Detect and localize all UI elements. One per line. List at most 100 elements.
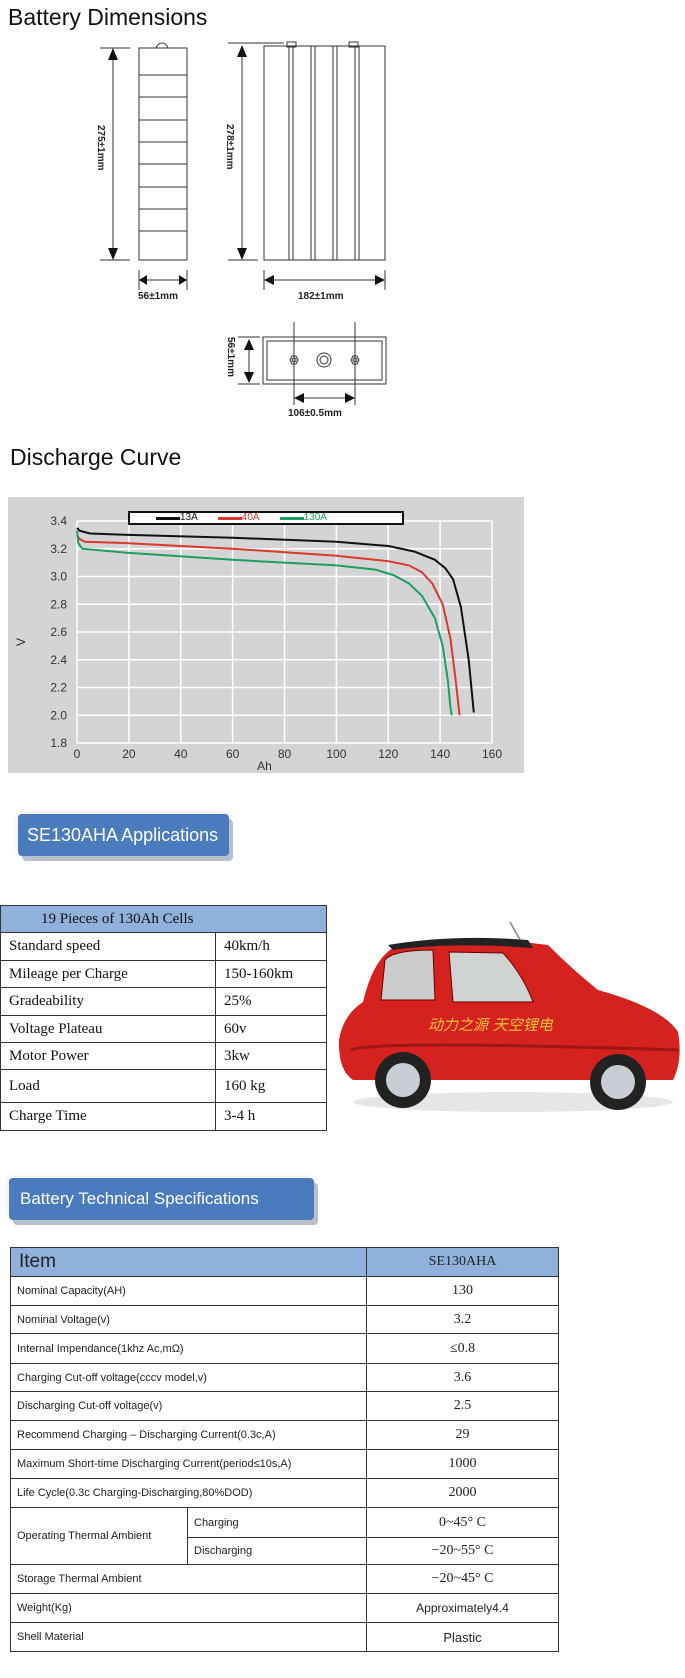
discharge-chart-svg: 0 20 40 60 80 100 120 140 160 1.8 2.0 2.2 2.4 2.6 2.8 3…: [14, 514, 502, 773]
spec-label: Maximum Short-time Discharging Current(p…: [10, 1449, 367, 1479]
x-tick-label: 140: [430, 747, 450, 761]
legend-item: 130A: [279, 512, 327, 523]
app-value: 60v: [215, 1015, 327, 1043]
app-label: Motor Power: [0, 1042, 216, 1070]
applications-table-title: 19 Pieces of 130Ah Cells: [0, 905, 327, 933]
spec-value: 2.5: [366, 1391, 559, 1421]
y-tick-label: 3.4: [50, 514, 67, 528]
app-row: Mileage per Charge 150-160km: [0, 960, 327, 988]
car-decal: 动力之源 天空锂电: [428, 1016, 554, 1034]
header-model: SE130AHA: [366, 1247, 559, 1277]
legend-item: 40A: [217, 512, 260, 523]
spec-row: Recommend Charging – Discharging Current…: [10, 1420, 559, 1450]
side-height-label: 275±1mm: [95, 125, 106, 171]
app-row: Load 160 kg: [0, 1069, 327, 1103]
series-line-40A: [76, 534, 461, 716]
y-tick-label: 2.2: [50, 681, 67, 695]
app-row: Voltage Plateau 60v: [0, 1015, 327, 1043]
app-label: Voltage Plateau: [0, 1015, 216, 1043]
x-tick-label: 0: [74, 747, 81, 761]
app-row: Standard speed 40km/h: [0, 932, 327, 961]
app-label: Charge Time: [0, 1102, 216, 1131]
spec-label: Weight(Kg): [10, 1593, 367, 1623]
series-line-13A: [76, 527, 475, 713]
discharge-chart: 0 20 40 60 80 100 120 140 160 1.8 2.0 2.2 2.4 2.6 2.8 3…: [8, 497, 524, 773]
applications-button[interactable]: SE130AHA Applications: [18, 814, 229, 856]
spec-value: 130: [366, 1276, 559, 1306]
y-tick-label: 1.8: [50, 736, 67, 750]
y-tick-label: 3.0: [50, 570, 67, 584]
legend-swatch: [156, 516, 180, 520]
spec-row: Internal Impendance(1khz Ac,mΩ) ≤0.8: [10, 1333, 559, 1364]
app-label: Mileage per Charge: [0, 960, 216, 988]
side-view: [138, 47, 188, 261]
legend-label: 13A: [180, 512, 198, 523]
app-value: 160 kg: [215, 1069, 327, 1103]
x-axis-label: Ah: [257, 759, 272, 773]
spec-value: 2000: [366, 1478, 559, 1508]
legend-swatch: [279, 516, 304, 520]
discharge-title: Discharge Curve: [10, 444, 182, 470]
specifications-table: Item SE130AHA Nominal Capacity(AH) 130 Nom…: [10, 1247, 559, 1652]
dimension-drawing: [100, 41, 387, 405]
app-value: 3kw: [215, 1042, 327, 1070]
y-tick-label: 2.8: [50, 597, 67, 611]
legend-label: 40A: [241, 512, 260, 523]
spec-value: 29: [366, 1420, 559, 1450]
side-view-ribs: [139, 74, 187, 232]
x-tick-label: 20: [122, 747, 136, 761]
legend-swatch: [217, 516, 242, 520]
terminal-spacing-label: 106±0.5mm: [288, 408, 342, 419]
spec-label: Shell Material: [10, 1622, 367, 1652]
app-row: Motor Power 3kw: [0, 1042, 327, 1070]
vent-icon: [316, 352, 332, 368]
spec-label: Storage Thermal Ambient: [10, 1564, 367, 1594]
spec-row-operating-charging: Operating Thermal Ambient Charging 0~45°…: [10, 1507, 559, 1565]
spec-value: 3.6: [366, 1363, 559, 1392]
spec-row: Nominal Voltage(v) 3.2: [10, 1305, 559, 1334]
spec-row-shell: Shell Material Plastic: [10, 1622, 559, 1652]
app-row: Charge Time 3-4 h: [0, 1102, 327, 1131]
spec-value: −20~45° C: [366, 1564, 559, 1594]
electric-car-image: 动力之源 天空锂电: [338, 921, 680, 1112]
spec-row-operating-discharging: Discharging −20~55° C: [11, 1537, 559, 1565]
app-value: 3-4 h: [215, 1102, 327, 1131]
x-tick-label: 60: [226, 747, 240, 761]
app-value: 40km/h: [215, 932, 327, 961]
spec-label: Discharging Cut-off voltage(v): [10, 1391, 367, 1421]
terminal-negative-icon: [289, 355, 299, 365]
side-width-label: 56±1mm: [138, 291, 178, 302]
spec-row: Discharging Cut-off voltage(v) 2.5: [10, 1391, 559, 1421]
spec-label: Nominal Capacity(AH): [10, 1276, 367, 1306]
series-line-130A: [76, 530, 453, 716]
legend-item: 13A: [156, 513, 198, 523]
y-axis-label: V: [14, 638, 28, 646]
legend-label: 130A: [303, 512, 327, 523]
spec-row: Nominal Capacity(AH) 130: [10, 1276, 559, 1306]
x-tick-label: 80: [278, 747, 292, 761]
spec-value: 1000: [366, 1449, 559, 1479]
spec-label: Life Cycle(0.3c Charging-Discharging,80%…: [10, 1478, 367, 1508]
chart-legend: 13A 40A 130A: [128, 511, 404, 525]
y-tick-label: 2.6: [50, 625, 67, 639]
spec-row: Life Cycle(0.3c Charging-Discharging,80%…: [10, 1478, 559, 1508]
app-value: 150-160km: [215, 960, 327, 988]
spec-row: Charging Cut-off voltage(cccv model,v) 3.…: [10, 1363, 559, 1392]
spec-value: Plastic: [366, 1622, 559, 1652]
y-tick-label: 2.0: [50, 708, 67, 722]
specifications-button[interactable]: Battery Technical Specifications: [9, 1178, 314, 1220]
spec-label: Internal Impendance(1khz Ac,mΩ): [10, 1333, 367, 1364]
spec-value: Approximately4.4: [366, 1593, 559, 1623]
y-tick-label: 2.4: [50, 653, 67, 667]
spec-sublabel: Charging: [187, 1507, 367, 1538]
spec-row: Maximum Short-time Discharging Current(p…: [10, 1449, 559, 1479]
app-value: 25%: [215, 987, 327, 1016]
spec-label: Operating Thermal Ambient: [10, 1507, 188, 1565]
spec-sublabel: Discharging: [187, 1537, 367, 1565]
app-row: Gradeability 25%: [0, 987, 327, 1016]
x-tick-label: 100: [326, 747, 346, 761]
spec-label: Charging Cut-off voltage(cccv model,v): [10, 1363, 367, 1392]
header-item: Item: [10, 1247, 367, 1277]
spec-row-weight: Weight(Kg) Approximately4.4: [10, 1593, 559, 1623]
app-label: Gradeability: [0, 987, 216, 1016]
